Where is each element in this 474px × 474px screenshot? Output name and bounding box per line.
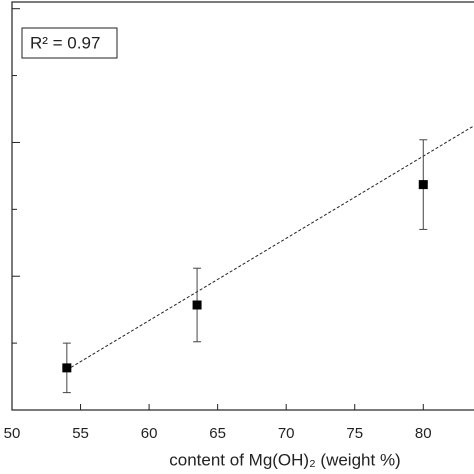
x-tick-label: 55	[72, 425, 89, 442]
x-tick-label: 80	[415, 425, 432, 442]
point	[192, 300, 202, 310]
point	[418, 180, 428, 190]
annotation: R² = 0.97	[30, 33, 100, 52]
x-axis-label: content of Mg(OH)₂ (weight %)	[169, 450, 400, 469]
point	[62, 363, 72, 373]
fit-line	[66, 125, 474, 371]
annotation-box	[21, 27, 118, 59]
x-tick-label: 65	[209, 425, 226, 442]
x-tick-label: 60	[141, 425, 158, 442]
x-tick-label: 75	[346, 425, 363, 442]
plot-frame	[11, 1, 474, 411]
x-tick-label: 50	[4, 425, 21, 442]
x-tick-label: 70	[278, 425, 295, 442]
